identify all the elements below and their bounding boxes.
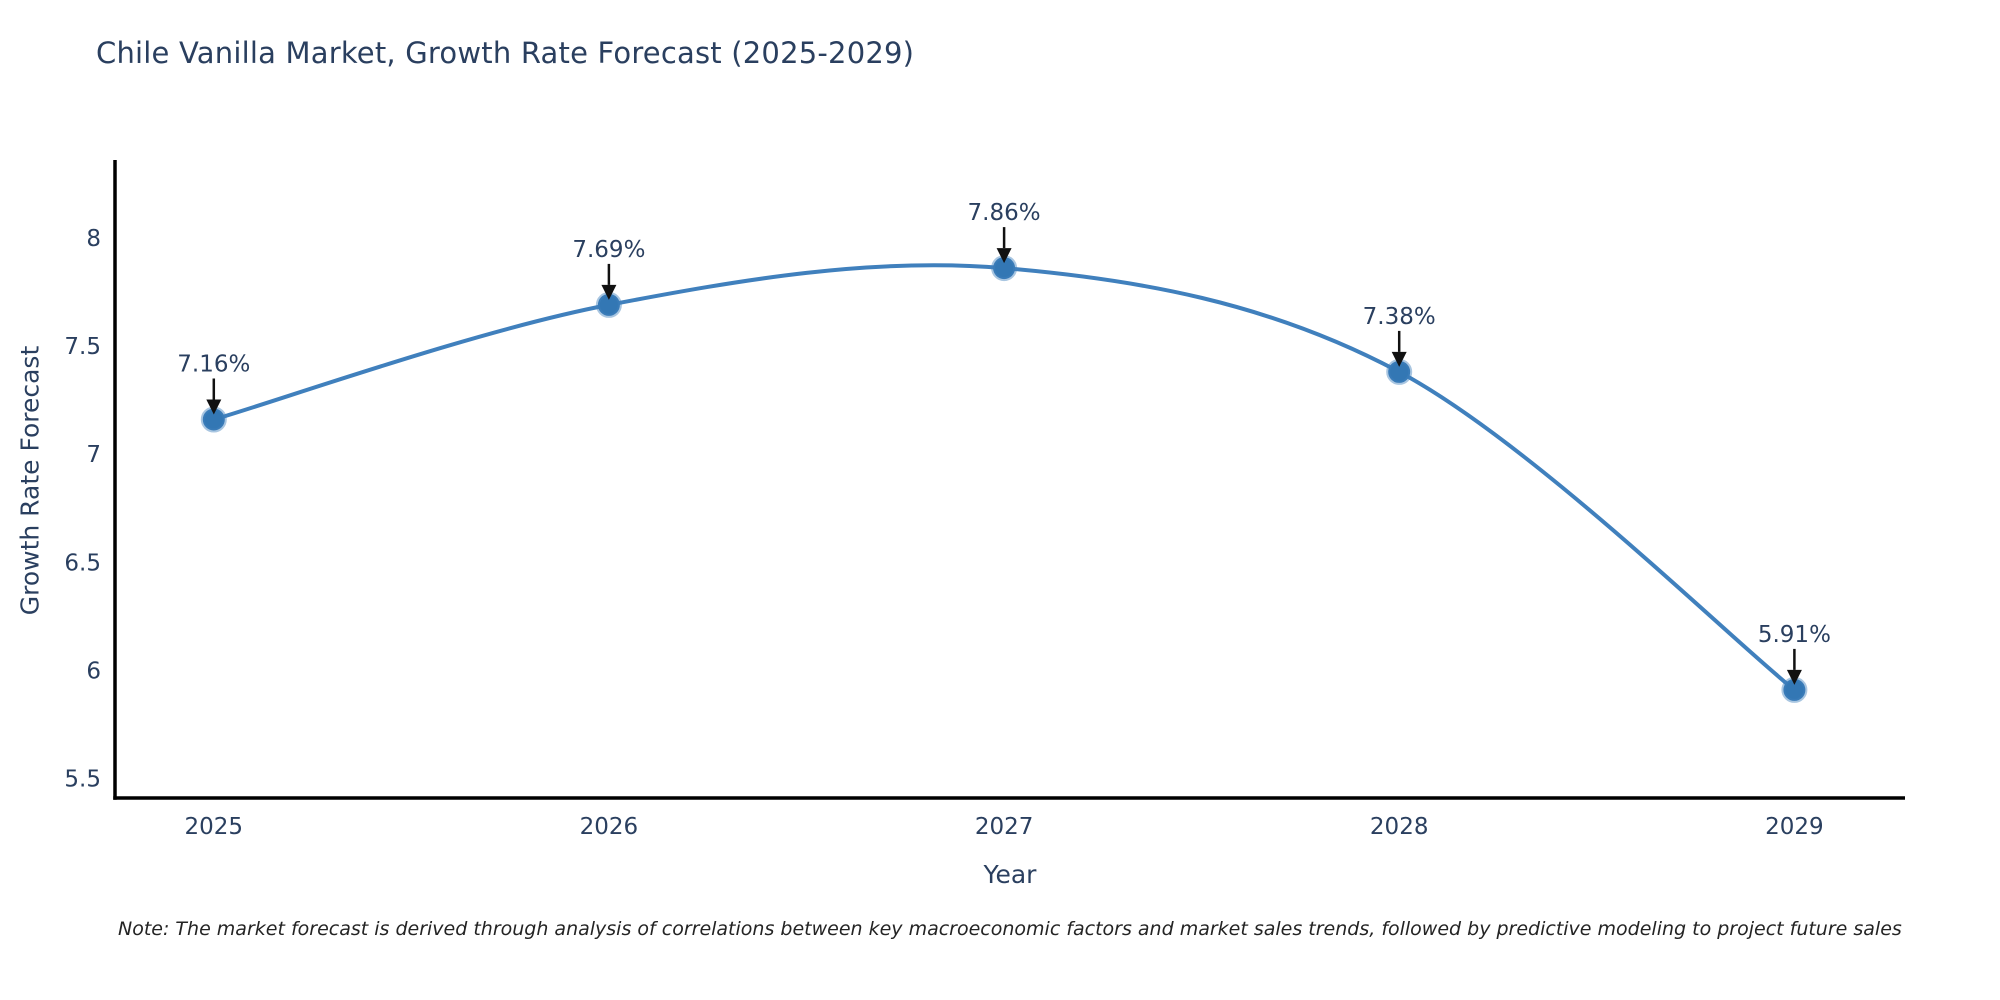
x-tick-label: 2029 bbox=[1765, 814, 1824, 840]
annotation-arrowhead bbox=[206, 399, 222, 415]
x-axis-title: Year bbox=[983, 860, 1037, 889]
chart-title: Chile Vanilla Market, Growth Rate Foreca… bbox=[96, 36, 915, 70]
y-tick-label: 7 bbox=[86, 442, 101, 468]
x-tick-label: 2027 bbox=[975, 814, 1034, 840]
x-tick-label: 2025 bbox=[185, 814, 244, 840]
annotation-arrowhead bbox=[996, 248, 1012, 264]
x-tick-label: 2026 bbox=[580, 814, 639, 840]
y-tick-label: 8 bbox=[86, 226, 101, 252]
annotation-arrowhead bbox=[1786, 669, 1802, 685]
trend-line bbox=[211, 263, 1797, 692]
point-label: 7.86% bbox=[968, 200, 1041, 226]
y-tick-label: 6 bbox=[86, 658, 101, 684]
point-label: 5.91% bbox=[1758, 622, 1831, 648]
annotation-arrowhead bbox=[601, 284, 617, 300]
y-tick-label: 6.5 bbox=[64, 550, 101, 576]
x-tick-label: 2028 bbox=[1370, 814, 1429, 840]
point-label: 7.16% bbox=[177, 352, 250, 378]
y-tick-label: 5.5 bbox=[64, 767, 101, 793]
point-label: 7.69% bbox=[572, 237, 645, 263]
point-label: 7.38% bbox=[1363, 304, 1436, 330]
y-tick-label: 7.5 bbox=[64, 334, 101, 360]
footnote: Note: The market forecast is derived thr… bbox=[118, 918, 1902, 940]
annotation-arrowhead bbox=[1391, 351, 1407, 367]
y-axis-title: Growth Rate Forecast bbox=[15, 345, 45, 616]
